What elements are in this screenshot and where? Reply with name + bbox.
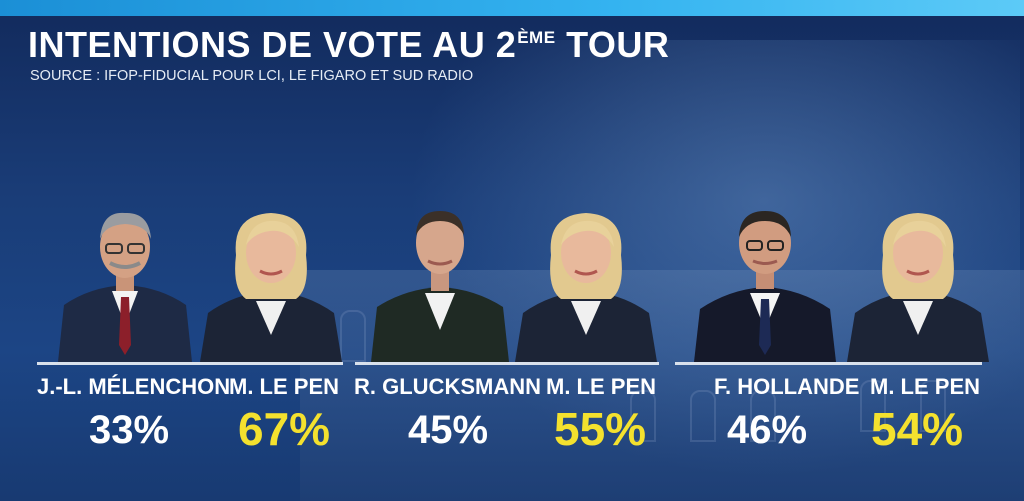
photo-le-pen-3 bbox=[843, 205, 993, 362]
source-note: SOURCE : IFOP-FIDUCIAL POUR LCI, LE FIGA… bbox=[30, 68, 474, 84]
chart-title: INTENTIONS DE VOTE AU 2ÈME TOUR bbox=[28, 24, 670, 65]
candidate-name-glucksmann: R. GLUCKSMANN bbox=[354, 374, 541, 399]
candidate-name-le-pen-1: M. LE PEN bbox=[229, 374, 340, 399]
percent-hollande: 46% bbox=[727, 408, 808, 452]
candidate-name-le-pen-3: M. LE PEN bbox=[870, 374, 981, 399]
photo-le-pen-1 bbox=[196, 205, 346, 362]
matchup-3-line bbox=[675, 362, 982, 365]
candidate-name-melenchon: J.-L. MÉLENCHON bbox=[37, 374, 231, 399]
candidate-name-le-pen-2: M. LE PEN bbox=[546, 374, 657, 399]
percent-glucksmann: 45% bbox=[408, 408, 489, 452]
candidate-name-hollande: F. HOLLANDE bbox=[714, 374, 860, 399]
photo-melenchon bbox=[50, 205, 200, 362]
photo-glucksmann bbox=[365, 205, 515, 362]
photo-hollande bbox=[690, 205, 840, 362]
top-accent-bar bbox=[0, 0, 1024, 16]
percent-le-pen-2: 55% bbox=[554, 403, 647, 455]
matchup-1-line bbox=[37, 362, 343, 365]
percent-le-pen-3: 54% bbox=[871, 403, 964, 455]
percent-le-pen-1: 67% bbox=[238, 403, 331, 455]
photo-le-pen-2 bbox=[511, 205, 661, 362]
percent-melenchon: 33% bbox=[89, 408, 170, 452]
matchup-2-line bbox=[355, 362, 659, 365]
